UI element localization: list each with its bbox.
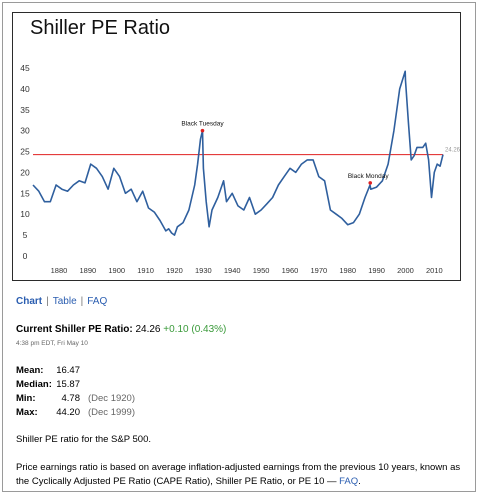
stat-name: Max:	[16, 407, 38, 418]
current-value-line: Current Shiller PE Ratio: 24.26 +0.10 (0…	[16, 324, 226, 335]
tab-separator: |	[80, 296, 84, 307]
stat-name: Mean:	[16, 365, 44, 376]
x-tick-label: 1900	[108, 266, 125, 275]
line-chart: 0 5 10 15 20 25 30 35 40 45 1880 1890 1900 1910 1920 19…	[20, 63, 460, 275]
y-tick-label: 15	[20, 188, 30, 198]
description-text: Price earnings ratio is based on average…	[16, 462, 461, 487]
x-tick-label: 1930	[195, 266, 212, 275]
tab-faq[interactable]: FAQ	[87, 296, 108, 307]
reference-line-label: 24.26	[445, 148, 460, 154]
y-tick-label: 0	[23, 251, 28, 261]
y-tick-label: 10	[20, 209, 30, 219]
chart-title: Shiller PE Ratio	[30, 17, 171, 39]
y-tick-label: 45	[20, 63, 30, 73]
annotation-marker	[200, 128, 205, 133]
current-value: 24.26	[135, 324, 161, 335]
x-tick-label: 2010	[426, 266, 443, 275]
stat-name: Min:	[16, 393, 36, 404]
x-tick-label: 1950	[253, 266, 270, 275]
y-tick-label: 25	[20, 147, 30, 157]
x-tick-label: 1960	[282, 266, 299, 275]
y-tick-label: 30	[20, 126, 30, 136]
current-change: +0.10 (0.43%)	[163, 324, 227, 335]
annotation-label: Black Tuesday	[181, 121, 224, 128]
y-tick-label: 5	[23, 230, 28, 240]
stat-value: 44.20	[56, 407, 80, 418]
x-tick-label: 1940	[224, 266, 241, 275]
tab-table[interactable]: Table	[52, 296, 77, 307]
chart-tabs: Chart | Table | FAQ	[16, 296, 107, 307]
stat-name: Median:	[16, 379, 52, 390]
y-tick-label: 40	[20, 84, 30, 94]
y-tick-label: 20	[20, 167, 30, 177]
stat-date: (Dec 1920)	[88, 393, 135, 404]
annotation-label: Black Monday	[348, 173, 390, 180]
tab-chart[interactable]: Chart	[16, 296, 43, 307]
description-period: .	[358, 476, 361, 487]
description-long: Price earnings ratio is based on average…	[16, 461, 466, 489]
x-tick-label: 1880	[51, 266, 68, 275]
stat-value: 15.87	[56, 379, 80, 390]
x-tick-label: 2000	[397, 266, 414, 275]
faq-link[interactable]: FAQ	[339, 476, 359, 487]
x-tick-label: 1920	[166, 266, 183, 275]
stat-value: 16.47	[56, 365, 80, 376]
stat-date: (Dec 1999)	[88, 407, 135, 418]
update-timestamp: 4:38 pm EDT, Fri May 10	[16, 340, 88, 347]
x-tick-label: 1910	[137, 266, 154, 275]
x-tick-label: 1990	[368, 266, 385, 275]
page-frame	[2, 2, 476, 492]
x-tick-label: 1980	[339, 266, 356, 275]
chart-container: Shiller PE Ratio 0 5 10 15 20 25 30 35 40 45 1880 1…	[12, 12, 461, 281]
tab-separator: |	[46, 296, 49, 307]
stat-value: 4.78	[61, 393, 81, 404]
current-value-label: Current Shiller PE Ratio:	[16, 324, 133, 335]
x-tick-label: 1970	[311, 266, 328, 275]
description-short: Shiller PE ratio for the S&P 500.	[16, 434, 152, 445]
y-tick-label: 35	[20, 105, 30, 115]
annotation-marker	[368, 181, 373, 185]
series-line	[32, 70, 444, 236]
x-tick-label: 1890	[80, 266, 97, 275]
